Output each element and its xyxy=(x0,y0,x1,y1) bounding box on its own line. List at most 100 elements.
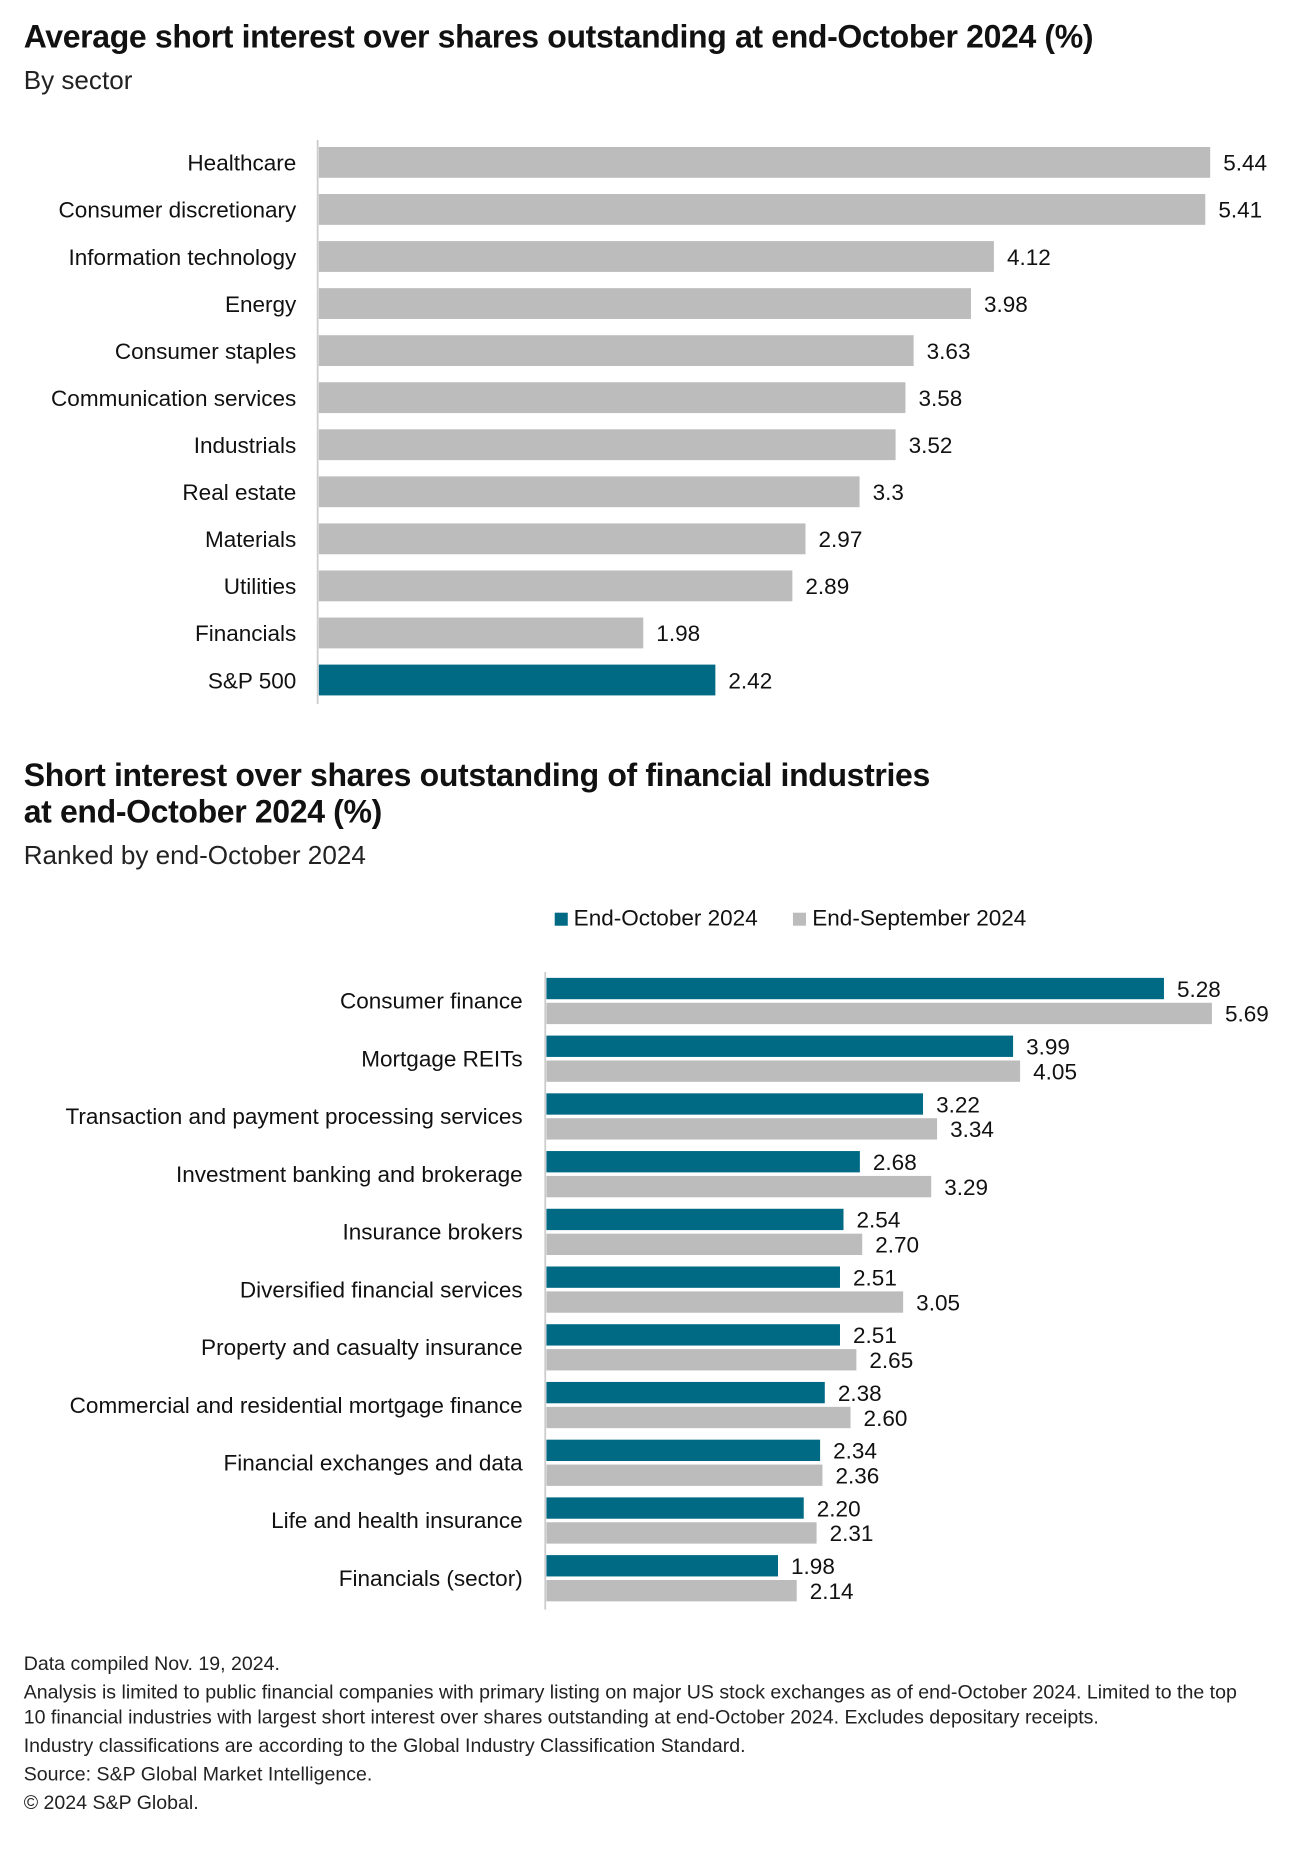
bar-october xyxy=(546,1035,1014,1057)
bar-october xyxy=(546,1208,844,1231)
category-label: Financial exchanges and data xyxy=(224,1450,524,1475)
bar xyxy=(318,382,906,414)
data-label-september: 2.36 xyxy=(835,1464,879,1489)
bar-september xyxy=(546,1175,932,1198)
bar-september xyxy=(546,1349,857,1371)
category-label: Financials xyxy=(195,621,296,646)
category-label: Financials (sector) xyxy=(339,1566,523,1591)
category-label: Utilities xyxy=(224,574,297,599)
data-label-september: 2.70 xyxy=(875,1233,919,1258)
data-label: 3.98 xyxy=(984,292,1028,317)
bar xyxy=(318,664,716,696)
chart2-title-line1: Short interest over shares outstanding o… xyxy=(23,757,931,793)
bar-october xyxy=(546,1093,924,1115)
category-label: Real estate xyxy=(182,480,296,505)
data-label-october: 2.68 xyxy=(873,1150,917,1175)
data-label-september: 2.31 xyxy=(830,1521,874,1546)
data-label-september: 5.69 xyxy=(1225,1002,1269,1027)
data-label: 3.52 xyxy=(909,433,953,458)
data-label-september: 2.60 xyxy=(864,1406,908,1431)
category-label: Information technology xyxy=(69,245,298,270)
legend-item-october: End-October 2024 xyxy=(554,906,758,933)
category-label: Life and health insurance xyxy=(271,1508,523,1533)
bar-october xyxy=(546,1497,804,1519)
legend-item-september: End-September 2024 xyxy=(793,907,1026,933)
chart1-plot: Healthcare 5.44 Consumer discretionary 5.41… xyxy=(51,139,1267,705)
category-label: Diversified financial services xyxy=(240,1277,523,1302)
category-label: Communication services xyxy=(51,386,296,411)
data-label-october: 3.22 xyxy=(936,1092,980,1117)
chart-notes: Data compiled Nov. 19, 2024. Analysis is… xyxy=(24,1652,1257,1819)
category-label: Property and casualty insurance xyxy=(201,1335,523,1360)
bar xyxy=(318,570,793,602)
data-label-october: 5.28 xyxy=(1177,977,1221,1002)
data-label: 4.12 xyxy=(1007,245,1051,270)
data-label: 2.97 xyxy=(819,527,863,552)
bar-october xyxy=(546,1324,840,1346)
category-label: Energy xyxy=(225,292,297,317)
chart1-title: Average short interest over shares outst… xyxy=(23,18,1094,55)
bar-september xyxy=(546,1060,1021,1082)
bar xyxy=(318,241,994,272)
category-label: Transaction and payment processing servi… xyxy=(65,1104,522,1129)
category-label: Investment banking and brokerage xyxy=(176,1162,523,1187)
chart2-subtitle: Ranked by end-October 2024 xyxy=(23,840,366,871)
data-label-september: 3.05 xyxy=(916,1290,960,1315)
data-label-october: 2.51 xyxy=(853,1323,897,1348)
bar-september xyxy=(546,1233,863,1255)
data-label: 3.3 xyxy=(873,480,904,505)
bar xyxy=(318,335,914,367)
bar-october xyxy=(546,1151,860,1173)
note-analysis: Analysis is limited to public financial … xyxy=(23,1681,1237,1729)
bar-september xyxy=(546,1002,1212,1025)
category-label: Industrials xyxy=(194,433,297,458)
data-label-october: 3.99 xyxy=(1026,1035,1070,1060)
data-label-september: 3.29 xyxy=(944,1175,988,1200)
data-label-october: 2.54 xyxy=(857,1208,901,1233)
category-label: Consumer finance xyxy=(340,989,523,1014)
legend-swatch-september xyxy=(793,912,807,926)
bar-september xyxy=(546,1291,904,1313)
category-label: Mortgage REITs xyxy=(361,1046,522,1071)
chart2-legend: End-October 2024 End-September 2024 xyxy=(554,906,1026,933)
chart1-subtitle: By sector xyxy=(23,65,133,95)
bar-october xyxy=(546,1266,840,1288)
data-label-september: 2.65 xyxy=(869,1348,913,1373)
bar-september xyxy=(546,1580,797,1602)
bar-september xyxy=(546,1118,938,1140)
data-label: 5.41 xyxy=(1218,198,1262,223)
bar-september xyxy=(546,1522,817,1544)
data-label: 3.58 xyxy=(918,386,962,411)
bar xyxy=(318,429,896,461)
bar-september xyxy=(546,1464,823,1486)
note-copyright: © 2024 S&P Global. xyxy=(23,1792,199,1814)
bar xyxy=(318,523,806,555)
note-classification: Industry classifications are according t… xyxy=(23,1735,746,1757)
bar xyxy=(318,617,644,649)
category-label: Commercial and residential mortgage fina… xyxy=(70,1393,523,1418)
chart2-plot: Consumer finance 5.285.69 Mortgage REITs 3.… xyxy=(65,971,1269,1610)
category-label: Insurance brokers xyxy=(342,1220,522,1245)
data-label-september: 2.14 xyxy=(810,1579,854,1604)
category-label: Consumer staples xyxy=(115,339,296,364)
data-label-october: 2.38 xyxy=(838,1381,882,1406)
note-source: Source: S&P Global Market Intelligence. xyxy=(23,1763,373,1786)
legend-label-october: End-October 2024 xyxy=(573,906,758,932)
bar-september xyxy=(546,1406,851,1429)
data-label: 5.44 xyxy=(1223,151,1267,176)
data-label-october: 2.20 xyxy=(817,1496,861,1521)
bar xyxy=(318,146,1211,178)
data-label-october: 1.98 xyxy=(791,1554,835,1579)
data-label-october: 2.51 xyxy=(853,1265,897,1290)
data-label-september: 4.05 xyxy=(1033,1059,1077,1084)
data-label-september: 3.34 xyxy=(950,1117,994,1142)
category-label: Healthcare xyxy=(187,151,296,176)
data-label-october: 2.34 xyxy=(833,1439,877,1464)
category-label: S&P 500 xyxy=(208,668,296,693)
category-label: Materials xyxy=(205,527,296,552)
bar-october xyxy=(546,977,1164,1000)
legend-label-september: End-September 2024 xyxy=(812,906,1027,932)
data-label: 2.89 xyxy=(805,574,849,599)
note-compiled: Data compiled Nov. 19, 2024. xyxy=(23,1653,280,1675)
